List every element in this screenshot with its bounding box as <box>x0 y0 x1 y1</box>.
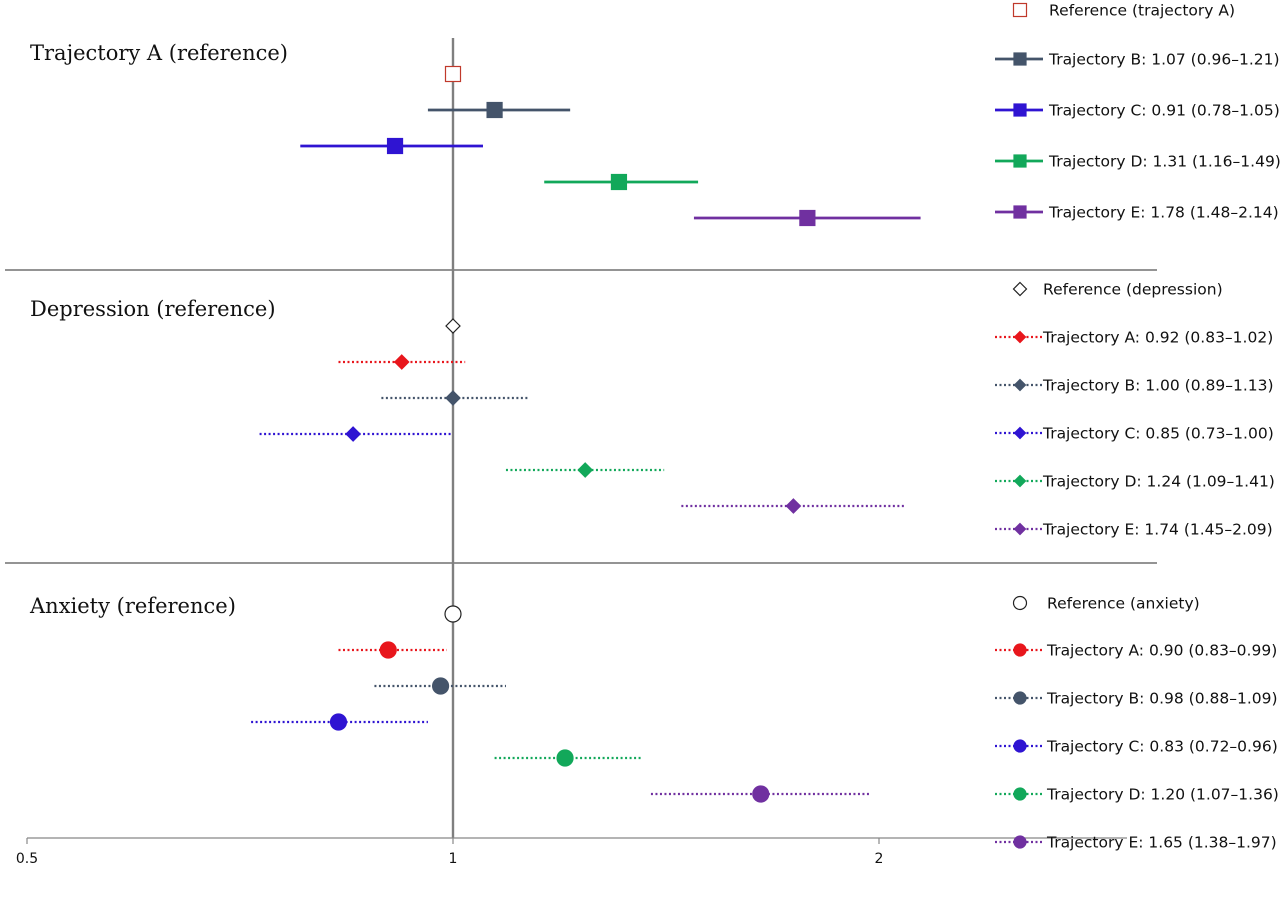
point-estimate-anxiety-trajectory-a <box>379 641 397 659</box>
legend-label-trajectory-a-trajectory-d: Trajectory D: 1.31 (1.16–1.49) <box>1048 153 1280 171</box>
legend-symbol-depression-trajectory-d <box>1013 474 1027 488</box>
legend-symbol-anxiety-trajectory-d <box>1013 787 1027 801</box>
legend-reference-symbol-trajectory-a <box>1012 2 1028 18</box>
x-tick-label-3: 2 <box>875 851 884 867</box>
legend-label-trajectory-a-trajectory-e: Trajectory E: 1.78 (1.48–2.14) <box>1048 204 1279 222</box>
x-tick-label-2: 1 <box>449 851 458 867</box>
reference-point-anxiety <box>444 605 462 623</box>
reference-point-depression <box>445 318 461 334</box>
point-estimate-depression-trajectory-a <box>393 354 410 370</box>
legend-symbol-depression-trajectory-a <box>1013 330 1027 344</box>
legend-symbol-anxiety-trajectory-c <box>1013 739 1027 753</box>
legend: Reference (trajectory A) Trajectory B: 1.… <box>995 2 1280 852</box>
panel-title-depression: Depression (reference) <box>30 297 276 321</box>
panel-titles: Trajectory A (reference) Depression (ref… <box>29 41 288 618</box>
legend-reference-label-anxiety: Reference (anxiety) <box>1047 595 1200 613</box>
legend-symbol-depression-trajectory-c <box>1013 426 1027 440</box>
legend-reference-symbol-anxiety <box>1012 595 1028 611</box>
point-estimate-depression-trajectory-e <box>785 498 802 514</box>
legend-label-depression-trajectory-d: Trajectory D: 1.24 (1.09–1.41) <box>1042 473 1275 491</box>
point-estimate-anxiety-trajectory-e <box>752 785 770 803</box>
legend-symbol-anxiety-trajectory-e <box>1013 835 1027 849</box>
point-estimate-trajectory-a-trajectory-c <box>386 137 404 155</box>
point-estimate-anxiety-trajectory-c <box>329 713 348 731</box>
legend-symbol-anxiety-trajectory-a <box>1013 643 1027 657</box>
legend-symbol-trajectory-a-trajectory-e <box>1013 205 1027 219</box>
legend-reference-label-depression: Reference (depression) <box>1043 281 1223 299</box>
panel-title-trajectory-a: Trajectory A (reference) <box>30 41 288 65</box>
legend-symbol-anxiety-trajectory-b <box>1013 691 1027 705</box>
legend-label-trajectory-a-trajectory-b: Trajectory B: 1.07 (0.96–1.21) <box>1048 51 1280 69</box>
x-axis: 0.5 1 2 <box>16 837 1127 867</box>
legend-label-anxiety-trajectory-b: Trajectory B: 0.98 (0.88–1.09) <box>1046 690 1278 708</box>
point-estimate-anxiety-trajectory-b <box>431 677 450 695</box>
point-estimate-trajectory-a-trajectory-d <box>610 173 628 191</box>
point-estimate-trajectory-a-trajectory-e <box>799 209 816 227</box>
legend-label-anxiety-trajectory-d: Trajectory D: 1.20 (1.07–1.36) <box>1046 786 1279 804</box>
legend-symbol-depression-trajectory-e <box>1013 522 1027 536</box>
point-estimate-depression-trajectory-b <box>445 390 461 406</box>
legend-reference-symbol-depression <box>1012 281 1028 297</box>
legend-label-anxiety-trajectory-a: Trajectory A: 0.90 (0.83–0.99) <box>1046 642 1277 660</box>
point-estimate-anxiety-trajectory-d <box>556 749 574 767</box>
point-estimate-depression-trajectory-c <box>345 426 361 442</box>
legend-symbol-trajectory-a-trajectory-c <box>1013 103 1027 117</box>
reference-point-trajectory-a <box>444 65 462 83</box>
legend-label-depression-trajectory-c: Trajectory C: 0.85 (0.73–1.00) <box>1042 425 1274 443</box>
legend-symbol-depression-trajectory-b <box>1013 378 1027 392</box>
legend-symbol-trajectory-a-trajectory-d <box>1013 154 1027 168</box>
legend-label-trajectory-a-trajectory-c: Trajectory C: 0.91 (0.78–1.05) <box>1048 102 1280 120</box>
legend-label-anxiety-trajectory-c: Trajectory C: 0.83 (0.72–0.96) <box>1046 738 1278 756</box>
point-estimate-depression-trajectory-d <box>577 462 594 478</box>
legend-label-depression-trajectory-a: Trajectory A: 0.92 (0.83–1.02) <box>1042 329 1273 347</box>
legend-label-depression-trajectory-b: Trajectory B: 1.00 (0.89–1.13) <box>1042 377 1274 395</box>
plot-marks <box>251 65 921 803</box>
panel-separators <box>5 269 1157 564</box>
x-tick-label-1: 0.5 <box>16 851 38 867</box>
legend-symbol-trajectory-a-trajectory-b <box>1013 52 1027 66</box>
panel-title-anxiety: Anxiety (reference) <box>29 594 236 618</box>
legend-label-depression-trajectory-e: Trajectory E: 1.74 (1.45–2.09) <box>1042 521 1273 539</box>
legend-label-anxiety-trajectory-e: Trajectory E: 1.65 (1.38–1.97) <box>1046 834 1277 852</box>
point-estimate-trajectory-a-trajectory-b <box>486 101 503 119</box>
legend-reference-label-trajectory-a: Reference (trajectory A) <box>1049 2 1235 20</box>
